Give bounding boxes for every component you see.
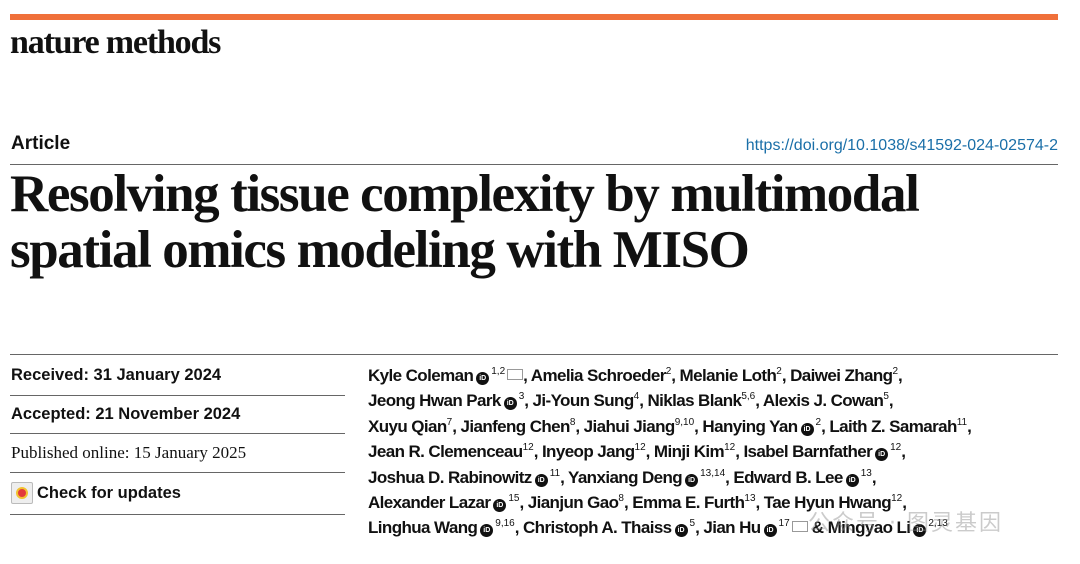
author-name[interactable]: Amelia Schroeder: [530, 366, 667, 385]
doi-link[interactable]: https://doi.org/10.1038/s41592-024-02574…: [745, 137, 1058, 154]
journal-logo: nature methods: [10, 24, 221, 61]
affiliation-number: 12: [634, 442, 646, 454]
affiliation-number: 3: [518, 391, 525, 403]
author-name[interactable]: Niklas Blank: [647, 391, 742, 411]
affiliation-number: 5: [689, 518, 696, 530]
affiliation-number: 7: [446, 416, 453, 428]
author-name[interactable]: Jean R. Clemenceau: [368, 442, 523, 462]
orcid-icon[interactable]: iD: [845, 473, 859, 487]
affiliation-number: 4: [633, 391, 640, 403]
author-name[interactable]: Melanie Loth: [679, 366, 777, 385]
author-name[interactable]: Jianjun Gao: [527, 493, 619, 513]
check-for-updates-button[interactable]: Check for updates: [11, 482, 181, 504]
author-name[interactable]: Daiwei Zhang: [790, 366, 893, 385]
orcid-icon[interactable]: iD: [534, 473, 548, 487]
affiliation-number: 17: [778, 518, 790, 530]
affiliation-number: 13: [860, 467, 872, 479]
affiliation-number: 5: [883, 391, 889, 403]
affiliation-number: 11: [549, 467, 561, 479]
author-name[interactable]: Jianfeng Chen: [460, 416, 570, 436]
divider: [10, 395, 345, 396]
author-line: Alexander Lazar iD15, Jianjun Gao8, Emma …: [368, 493, 907, 513]
orcid-icon[interactable]: iD: [493, 499, 507, 513]
watermark: 公众号 · 图灵基因: [808, 511, 1003, 536]
author-name[interactable]: Alexis J. Cowan: [762, 391, 884, 411]
accepted-date: Accepted: 21 November 2024: [11, 405, 241, 423]
author-name[interactable]: Jiahui Jiang: [583, 416, 676, 436]
author-name[interactable]: Yanxiang Deng: [568, 467, 683, 487]
author-name[interactable]: Mingyao Li: [827, 518, 911, 538]
divider: [10, 354, 1058, 355]
affiliation-number: 12: [890, 442, 902, 454]
author-name[interactable]: Christoph A. Thaiss: [522, 518, 672, 538]
author-name[interactable]: Joshua D. Rabinowitz: [368, 467, 532, 487]
affiliation-number: 2: [815, 416, 822, 428]
orcid-icon[interactable]: iD: [875, 448, 889, 462]
author-name[interactable]: Hanying Yan: [702, 416, 798, 436]
author-line: Joshua D. Rabinowitz iD11, Yanxiang Deng i…: [368, 467, 877, 487]
author-name[interactable]: Laith Z. Samarah: [829, 416, 957, 436]
author-name[interactable]: Isabel Barnfather: [743, 442, 873, 462]
author-name[interactable]: Tae Hyun Hwang: [763, 493, 892, 513]
divider: [10, 164, 1058, 165]
author-line: Jean R. Clemenceau12, Inyeop Jang12, Min…: [368, 442, 906, 462]
author-name[interactable]: Ji-Youn Sung: [532, 391, 635, 411]
crossmark-icon: [11, 482, 33, 504]
affiliation-number: 9,10: [674, 416, 695, 428]
received-date: Received: 31 January 2024: [11, 366, 222, 384]
orcid-icon[interactable]: iD: [674, 524, 688, 538]
affiliation-number: 2: [892, 366, 898, 377]
affiliation-number: 2,13: [928, 518, 948, 530]
author-name[interactable]: Xuyu Qian: [368, 416, 447, 436]
author-name[interactable]: Emma E. Furth: [632, 493, 745, 513]
title-line: Resolving tissue complexity by multimoda…: [10, 165, 920, 223]
divider: [10, 514, 345, 515]
affiliation-number: 12: [522, 442, 534, 454]
orcid-icon[interactable]: iD: [913, 524, 927, 538]
journal-accent-bar: [10, 14, 1058, 20]
email-icon[interactable]: [791, 521, 808, 533]
affiliation-number: 15: [508, 493, 520, 505]
orcid-icon[interactable]: iD: [476, 372, 490, 385]
affiliation-number: 12: [724, 442, 736, 454]
published-date: Published online: 15 January 2025: [11, 443, 247, 462]
article-type: Article: [11, 133, 71, 154]
orcid-icon[interactable]: iD: [685, 473, 699, 487]
author-name[interactable]: Inyeop Jang: [541, 442, 635, 462]
affiliation-number: 1,2: [491, 366, 506, 377]
author-name[interactable]: Jian Hu: [703, 518, 761, 538]
title-line: spatial omics modeling with MISO: [10, 221, 750, 279]
divider: [10, 433, 345, 434]
affiliation-number: 13,14: [700, 467, 726, 479]
affiliation-number: 2: [776, 366, 782, 377]
affiliation-number: 12: [891, 493, 903, 505]
article-title: Resolving tissue complexity by multimoda…: [10, 166, 1070, 278]
orcid-icon[interactable]: iD: [800, 422, 814, 436]
author-name[interactable]: Jeong Hwan Park: [368, 391, 501, 411]
author-line: Xuyu Qian7, Jianfeng Chen8, Jiahui Jiang…: [368, 416, 972, 436]
affiliation-number: 9,16: [495, 518, 515, 530]
author-line: Linghua Wang iD9,16, Christoph A. Thaiss i…: [368, 518, 948, 538]
affiliation-number: 8: [618, 493, 624, 505]
affiliation-number: 13: [744, 493, 756, 505]
author-line: Kyle Coleman iD1,2, Amelia Schroeder2, Me…: [368, 366, 903, 385]
affiliation-number: 5,6: [741, 391, 756, 403]
check-updates-label: Check for updates: [37, 483, 181, 502]
author-name[interactable]: Edward B. Lee: [733, 467, 843, 487]
author-list: Kyle Coleman iD1,2, Amelia Schroeder2, Me…: [368, 363, 972, 541]
author-name[interactable]: Kyle Coleman: [368, 366, 474, 385]
author-name[interactable]: Minji Kim: [653, 442, 725, 462]
affiliation-number: 2: [665, 366, 672, 377]
orcid-icon[interactable]: iD: [480, 524, 494, 538]
divider: [10, 472, 345, 473]
affiliation-number: 11: [956, 416, 968, 428]
affiliation-number: 8: [569, 416, 576, 428]
author-name[interactable]: Alexander Lazar: [368, 493, 491, 513]
orcid-icon[interactable]: iD: [503, 397, 517, 411]
email-icon[interactable]: [507, 369, 524, 380]
author-line: Jeong Hwan Park iD3, Ji-Youn Sung4, Nikla…: [368, 391, 894, 411]
orcid-icon[interactable]: iD: [763, 524, 777, 538]
author-name[interactable]: Linghua Wang: [368, 518, 478, 538]
